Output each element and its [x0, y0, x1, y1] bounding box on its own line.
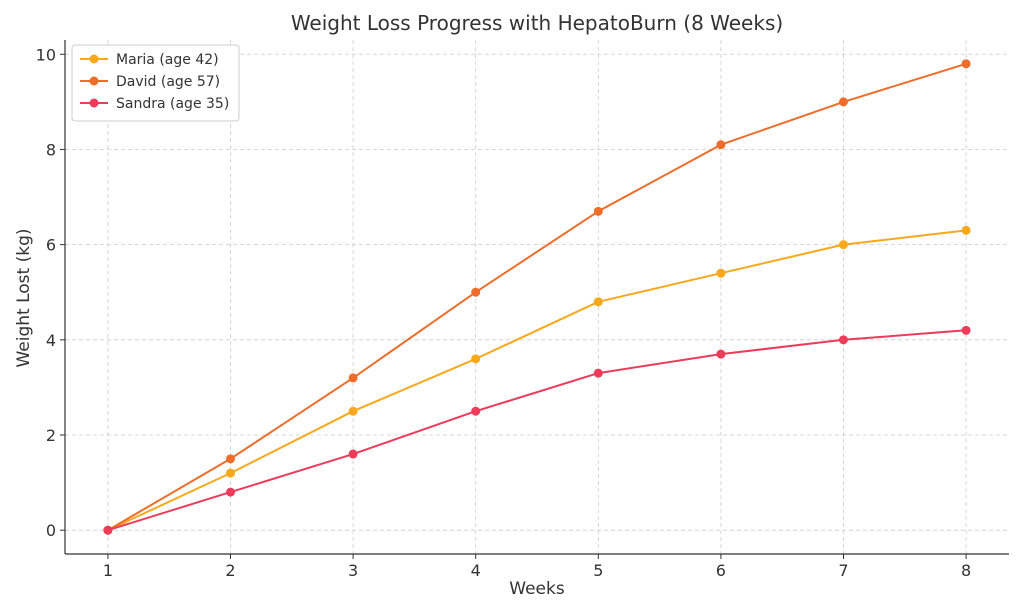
data-point: [593, 297, 603, 307]
legend-label: David (age 57): [116, 74, 220, 90]
x-tick-label: 3: [348, 561, 358, 580]
legend-label: Maria (age 42): [116, 52, 219, 68]
series-1: [103, 225, 971, 535]
data-point: [961, 225, 971, 235]
series-layer: [103, 59, 971, 535]
x-tick-label: 8: [961, 561, 971, 580]
legend-label: Sandra (age 35): [116, 96, 229, 112]
data-point: [226, 454, 236, 464]
series-line: [107, 229, 967, 532]
data-point: [471, 354, 481, 364]
legend-swatch-marker: [89, 54, 99, 64]
axes: [64, 40, 1009, 555]
legend-item: Sandra (age 35): [80, 96, 229, 112]
legend: Maria (age 42) David (age 57) Sandra (age …: [71, 44, 240, 122]
data-point: [716, 268, 726, 278]
legend-box: [71, 44, 240, 122]
legend-swatch-marker: [89, 76, 99, 86]
data-point: [838, 97, 848, 107]
y-tick-label: 0: [46, 521, 56, 540]
legend-item: David (age 57): [80, 74, 220, 90]
data-point: [593, 206, 603, 216]
x-axis-title: Weeks: [509, 579, 565, 599]
y-tick-label: 4: [46, 331, 56, 350]
data-point: [961, 325, 971, 335]
legend-swatch-marker: [89, 98, 99, 108]
tick-labels: 1 2 3 4 5 6 7 8 0 2 4 6 8 10: [36, 45, 972, 580]
series-line: [107, 62, 967, 532]
data-point: [348, 449, 358, 459]
series-2: [103, 59, 971, 535]
x-tick-label: 5: [593, 561, 603, 580]
grid: [65, 40, 1009, 554]
data-point: [838, 335, 848, 345]
data-point: [226, 487, 236, 497]
data-point: [716, 349, 726, 359]
data-point: [471, 287, 481, 297]
data-point: [348, 406, 358, 416]
x-tick-label: 2: [225, 561, 235, 580]
data-point: [226, 468, 236, 478]
data-point: [838, 240, 848, 250]
y-tick-label: 6: [46, 236, 56, 255]
data-point: [348, 373, 358, 383]
x-tick-label: 7: [838, 561, 848, 580]
data-point: [593, 368, 603, 378]
data-point: [716, 140, 726, 150]
y-tick-label: 2: [46, 426, 56, 445]
chart-title: Weight Loss Progress with HepatoBurn (8 …: [291, 11, 783, 35]
x-tick-label: 4: [471, 561, 481, 580]
y-tick-label: 8: [46, 140, 56, 159]
data-point: [471, 406, 481, 416]
x-tick-label: 6: [716, 561, 726, 580]
data-point: [103, 525, 113, 535]
legend-item: Maria (age 42): [80, 52, 219, 68]
y-tick-label: 10: [36, 45, 56, 64]
y-axis-title: Weight Lost (kg): [14, 228, 34, 367]
data-point: [961, 59, 971, 69]
series-line: [107, 329, 967, 532]
x-tick-label: 1: [103, 561, 113, 580]
series-3: [103, 325, 971, 535]
